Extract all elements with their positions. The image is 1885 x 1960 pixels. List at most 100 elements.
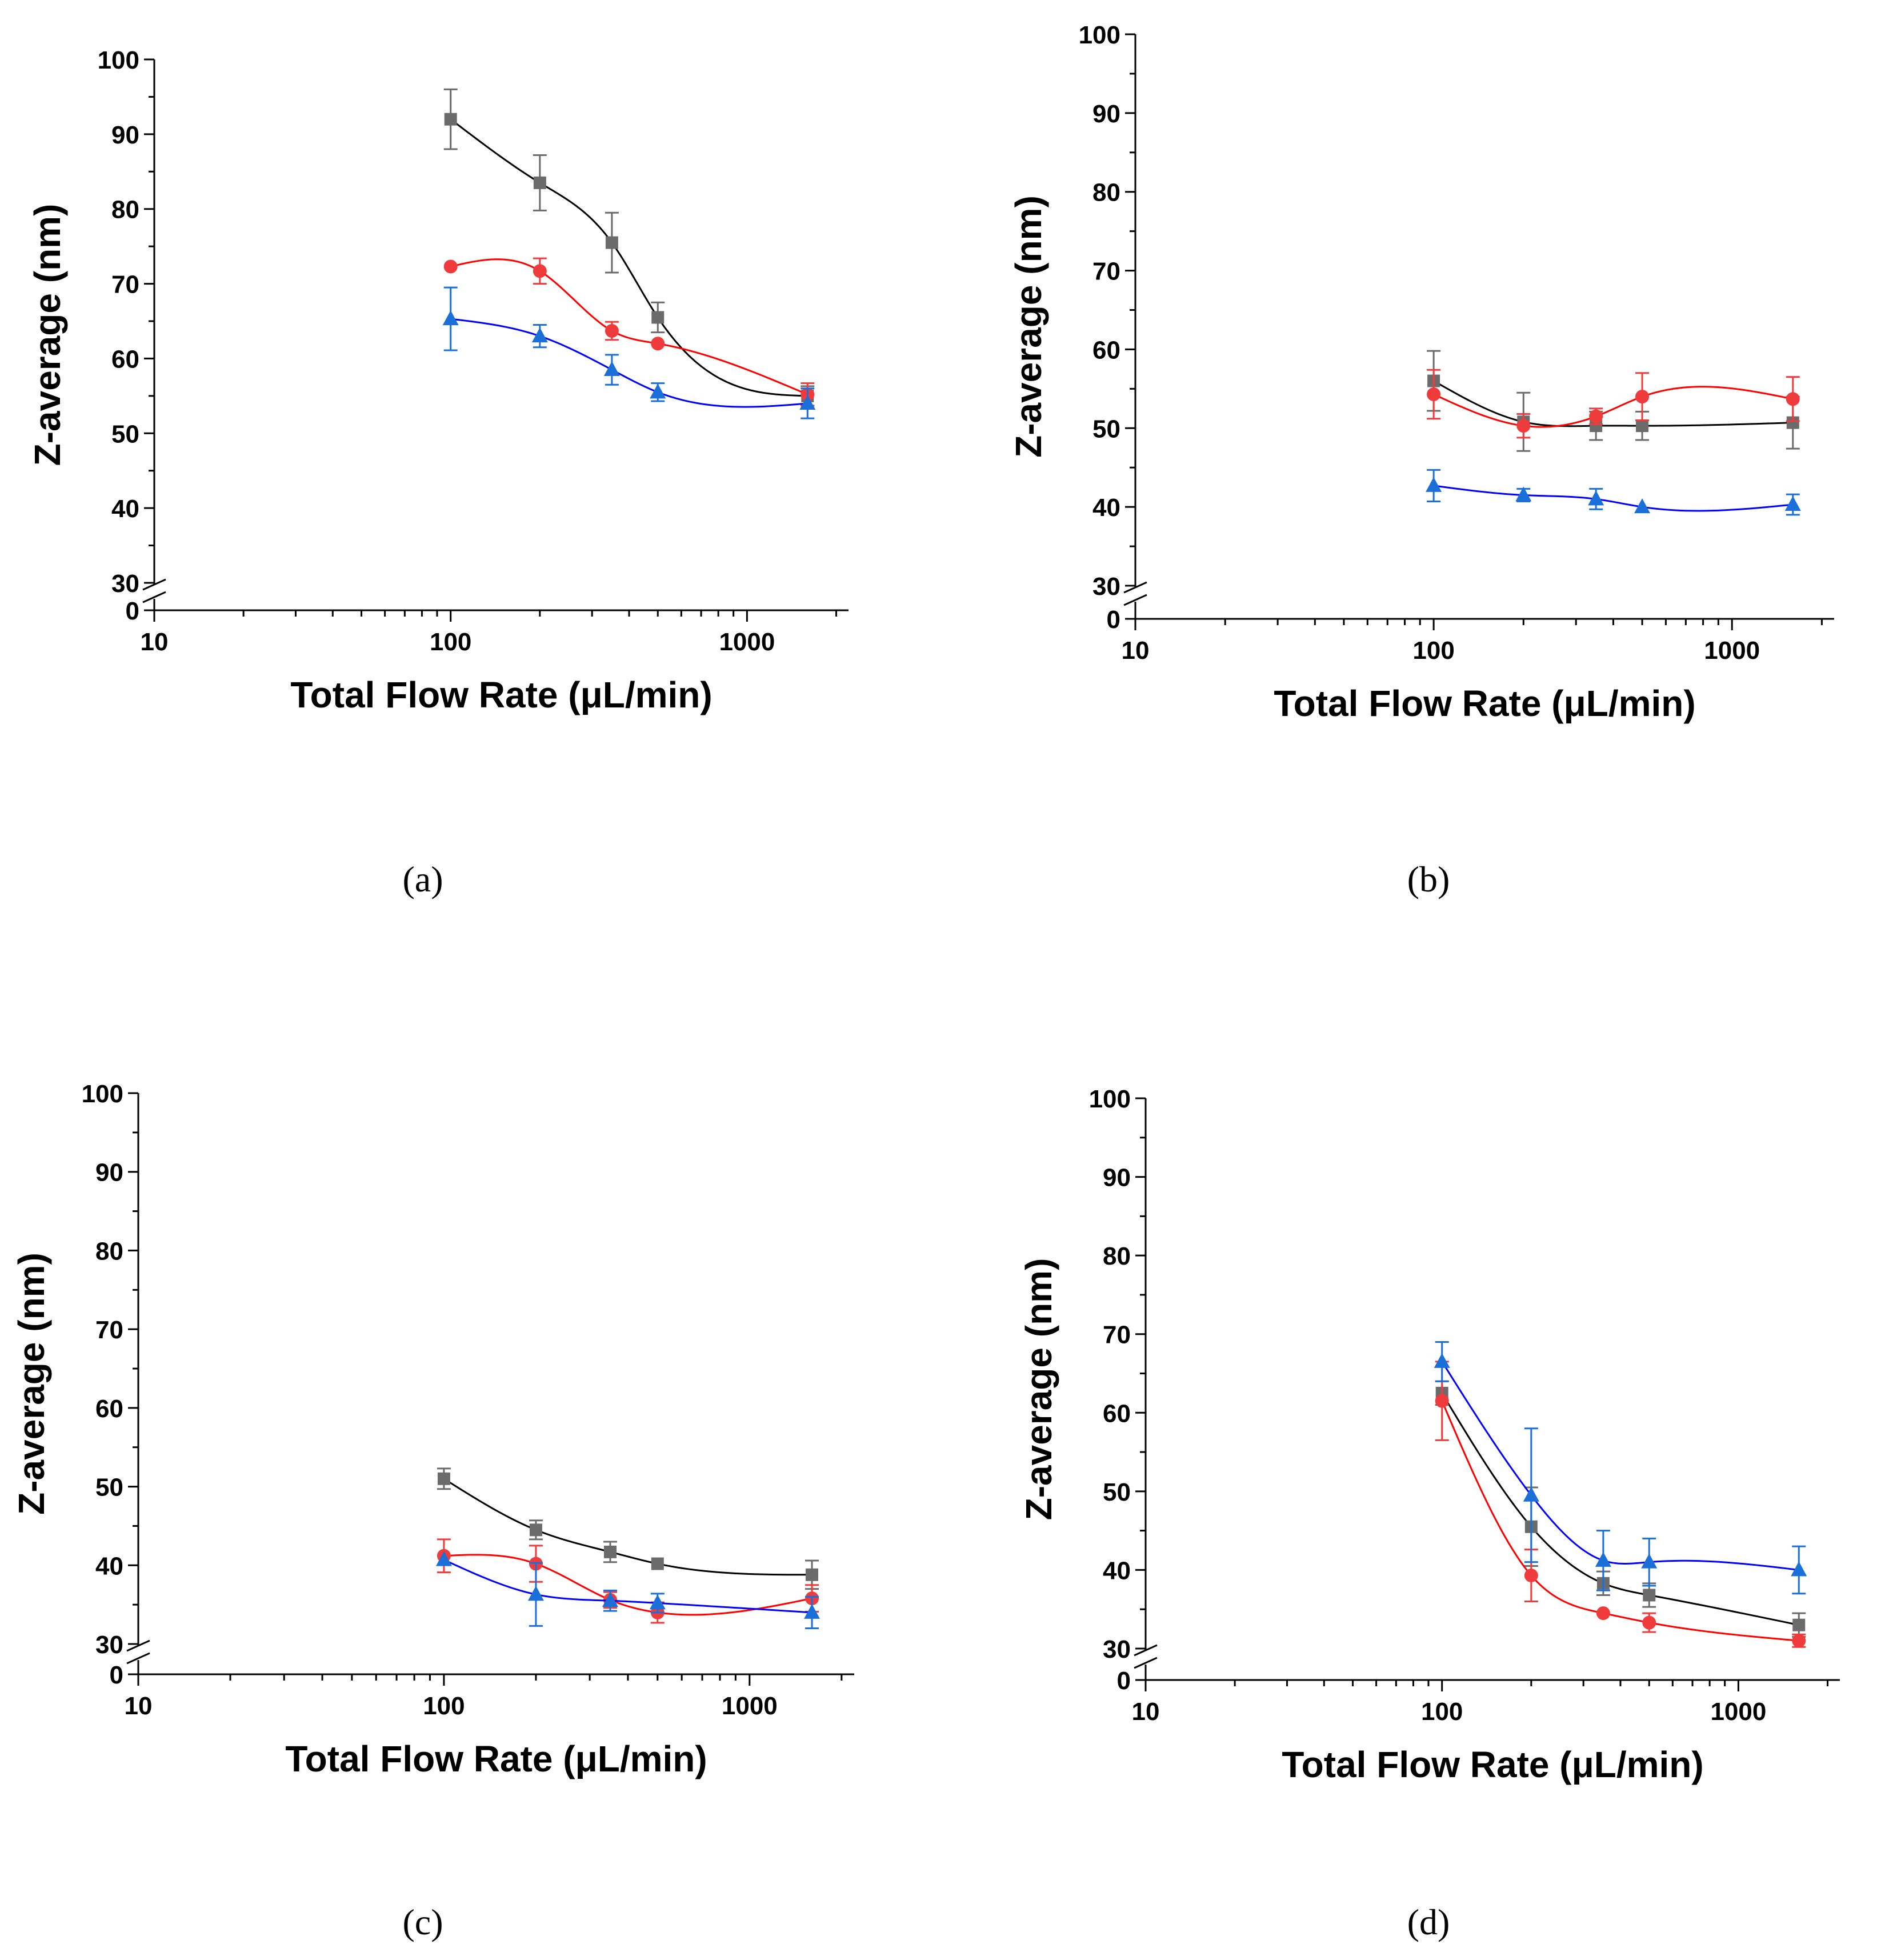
y-tick-label: 90 [1092, 100, 1120, 128]
series-fit-line [1441, 1361, 1799, 1571]
data-point [1434, 1353, 1450, 1368]
data-point [531, 327, 548, 343]
y-tick-label: 80 [111, 196, 139, 224]
series-fit-line [1441, 1393, 1799, 1626]
x-axis-title: Total Flow Rate (μL/min) [290, 674, 712, 715]
data-point [1590, 419, 1603, 433]
y-tick-label: 60 [1092, 336, 1120, 364]
chart-panel-b: 0 30 40 50 60 70 80 90 100 10 100 1000 Total Flow Ra… [1008, 21, 1834, 899]
data-point [1426, 477, 1442, 492]
x-tick-label: 10 [1122, 637, 1150, 665]
data-point [1589, 409, 1603, 423]
data-point [1792, 1634, 1806, 1648]
series-circle [1427, 369, 1800, 439]
y-tick-label: 40 [95, 1552, 123, 1580]
data-point [1515, 486, 1532, 502]
data-point [444, 113, 457, 126]
panel-caption: (d) [1407, 1902, 1450, 1942]
x-tick-label: 1000 [1704, 637, 1760, 665]
data-point [804, 1603, 821, 1619]
x-tick-label: 100 [1421, 1698, 1463, 1726]
series-fit-line [443, 1554, 813, 1616]
x-tick-label: 10 [141, 628, 169, 656]
series-triangle [1434, 1341, 1807, 1595]
data-point [806, 1568, 819, 1581]
axis-break-mark [142, 578, 166, 591]
panel-caption: (c) [402, 1902, 443, 1942]
series-circle [443, 257, 815, 407]
data-point [435, 1551, 452, 1566]
y-tick-label: 40 [1103, 1557, 1131, 1585]
data-point [1792, 1618, 1806, 1631]
y-axis-title: Z-average (nm) [1018, 1258, 1059, 1521]
y-axis-title: Z-average (nm) [1008, 195, 1049, 458]
series-fit-line [1433, 380, 1793, 427]
data-point [529, 1523, 542, 1537]
data-point [1588, 490, 1604, 506]
data-point [1635, 390, 1650, 404]
x-tick-label: 100 [1412, 637, 1454, 665]
y-tick-label: 100 [98, 46, 139, 74]
y-tick-label: 100 [1079, 21, 1120, 49]
data-point [603, 1545, 617, 1558]
series-square [443, 88, 815, 407]
y-axis-title: Z-average (nm) [27, 204, 68, 466]
series-triangle [1426, 469, 1801, 516]
chart-panel-c: 030 40 50 60 70 80 90 100 10 100 1000 Total Flow Ra… [11, 1080, 854, 1942]
y-tick-label: 80 [1103, 1242, 1131, 1270]
axis-break-mark [1123, 581, 1147, 594]
y-tick-label: 0 [110, 1661, 123, 1689]
data-point [442, 310, 459, 326]
y-tick-label: 70 [111, 271, 139, 299]
y-axis-title: Z-average (nm) [11, 1253, 52, 1515]
series-fit-line [1433, 485, 1793, 512]
y-tick-label: 0 [1107, 606, 1120, 634]
data-point [1786, 392, 1800, 406]
data-point [799, 394, 816, 410]
data-point [651, 337, 665, 351]
data-point [1595, 1551, 1611, 1567]
data-point [605, 324, 619, 338]
series-fit-line [1433, 386, 1794, 428]
data-point [651, 311, 665, 324]
y-tick-label: 40 [111, 495, 139, 523]
series-triangle [435, 1551, 821, 1629]
data-point [1524, 1569, 1538, 1583]
series-fit-line [450, 318, 808, 408]
y-tick-label: 50 [1103, 1478, 1131, 1506]
y-tick-label: 60 [95, 1395, 123, 1423]
data-point [443, 259, 458, 274]
data-point [1642, 1615, 1656, 1630]
data-point [533, 176, 546, 189]
series-fit-line [443, 1559, 813, 1614]
x-tick-label: 10 [125, 1692, 153, 1720]
y-tick-label: 80 [95, 1237, 123, 1265]
axis-break-mark [142, 591, 166, 603]
axis-break-mark [1123, 594, 1147, 606]
y-tick-label: 70 [95, 1316, 123, 1344]
x-tick-label: 100 [430, 628, 471, 656]
y-tick-label: 40 [1092, 494, 1120, 522]
y-tick-label: 90 [95, 1159, 123, 1187]
data-point [605, 236, 618, 249]
data-point [1784, 496, 1801, 511]
data-point [651, 1557, 664, 1570]
y-tick-label: 30 [111, 570, 139, 598]
data-point [1641, 1553, 1658, 1569]
series-triangle [442, 286, 816, 419]
data-point [533, 264, 547, 278]
data-point [649, 1594, 666, 1610]
data-point [1791, 1561, 1807, 1577]
data-point [603, 361, 620, 377]
data-point [527, 1586, 544, 1601]
data-point [437, 1472, 450, 1485]
x-axis-title: Total Flow Rate (μL/min) [1282, 1744, 1703, 1785]
x-tick-label: 100 [423, 1692, 465, 1720]
data-point [1516, 419, 1531, 433]
x-tick-label: 1000 [722, 1692, 778, 1720]
x-axis-title: Total Flow Rate (μL/min) [1274, 683, 1695, 724]
axis-break-mark [1134, 1657, 1158, 1669]
